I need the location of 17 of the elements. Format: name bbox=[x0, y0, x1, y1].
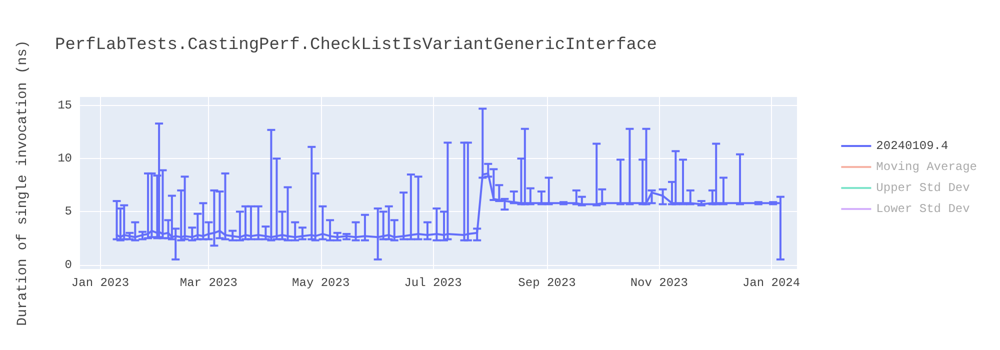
y-tick-label: 0 bbox=[64, 258, 72, 272]
chart-title: PerfLabTests.CastingPerf.CheckListIsVariantGenericInterface bbox=[55, 36, 657, 55]
legend-label: Upper Std Dev bbox=[876, 181, 970, 195]
y-tick-label: 15 bbox=[58, 98, 72, 112]
x-tick-label: Sep 2023 bbox=[518, 276, 576, 290]
x-tick-label: Jan 2023 bbox=[71, 276, 130, 290]
x-tick-label: Nov 2023 bbox=[630, 276, 688, 290]
x-tick-label: May 2023 bbox=[292, 276, 350, 290]
legend-label: Moving Average bbox=[876, 160, 978, 174]
x-tick-label: Jul 2023 bbox=[404, 276, 462, 290]
legend-label: 20240109.4 bbox=[876, 139, 948, 153]
y-tick-label: 5 bbox=[64, 204, 72, 219]
x-tick-label: Jan 2024 bbox=[742, 276, 800, 290]
x-tick-label: Mar 2023 bbox=[180, 276, 238, 290]
y-axis-title: Duration of single invocation (ns) bbox=[15, 40, 31, 326]
legend-label: Lower Std Dev bbox=[876, 202, 970, 216]
y-tick-label: 10 bbox=[58, 152, 72, 166]
